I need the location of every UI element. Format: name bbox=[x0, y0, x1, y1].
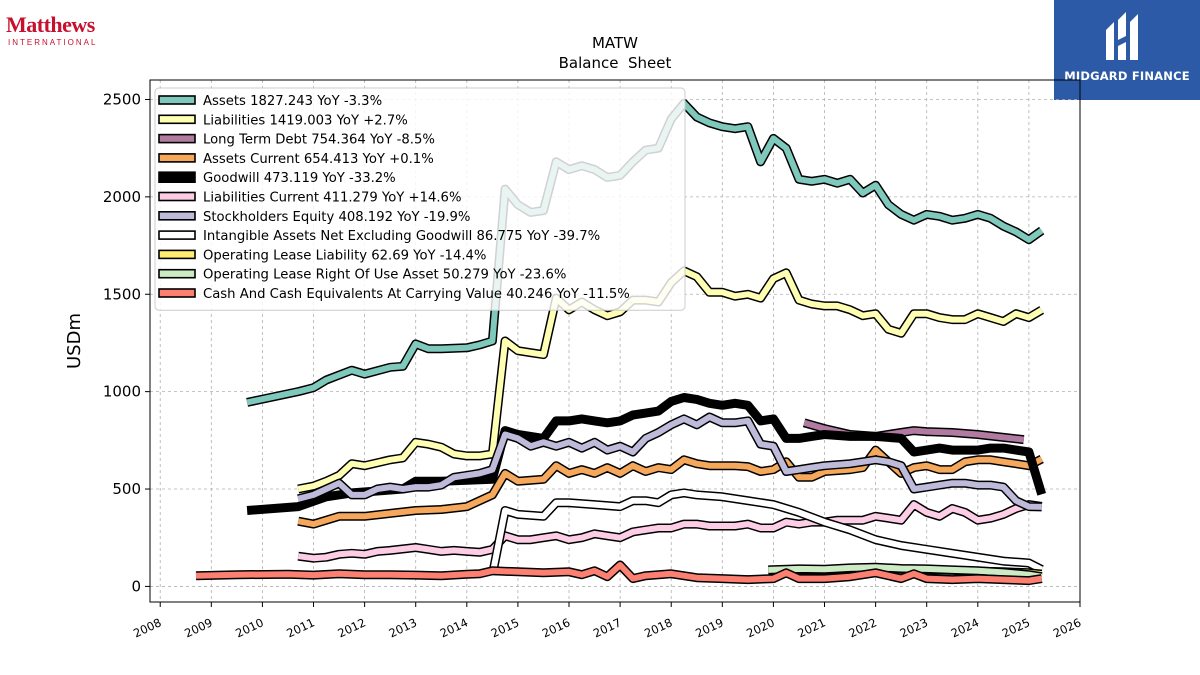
y-tick-label: 0 bbox=[131, 577, 141, 595]
series-line-intangible-assets-net-excluding-goodwill bbox=[489, 489, 1044, 576]
y-tick-label: 1500 bbox=[103, 285, 141, 303]
x-tick-label: 2020 bbox=[744, 615, 776, 640]
legend-label-assets: Assets 1827.243 YoY -3.3% bbox=[203, 94, 382, 109]
series-stockholders-equity bbox=[297, 412, 1042, 512]
x-tick-label: 2010 bbox=[233, 615, 265, 640]
x-tick-label: 2026 bbox=[1051, 615, 1083, 640]
legend-swatch-stockholders-equity bbox=[158, 211, 196, 221]
series-liabilities-current bbox=[297, 500, 1043, 563]
matthews-logo: Matthews INTERNATIONAL bbox=[6, 12, 116, 48]
legend-label-operating-lease-liability: Operating Lease Liability 62.69 YoY -14.… bbox=[203, 248, 486, 263]
legend-swatch-goodwill bbox=[158, 171, 196, 183]
x-tick-label: 2014 bbox=[438, 615, 470, 640]
midgard-mark-icon bbox=[1106, 12, 1138, 60]
legend-swatch-long-term-debt bbox=[158, 133, 196, 144]
legend-swatch-liabilities bbox=[158, 114, 196, 125]
x-tick-label: 2013 bbox=[387, 615, 419, 640]
x-tick-label: 2011 bbox=[284, 615, 316, 640]
matthews-logo-subtext: INTERNATIONAL bbox=[8, 38, 98, 47]
legend-label-liabilities: Liabilities 1419.003 YoY +2.7% bbox=[203, 113, 408, 128]
series-line-stockholders-equity bbox=[297, 414, 1042, 510]
y-tick-label: 500 bbox=[112, 480, 141, 498]
midgard-logo-text: MIDGARD FINANCE bbox=[1064, 69, 1190, 83]
x-tick-label: 2018 bbox=[642, 615, 674, 640]
x-tick-label: 2017 bbox=[591, 615, 623, 640]
matthews-logo-text: Matthews bbox=[6, 12, 95, 37]
legend-swatch-cash-and-cash-equivalents-at-carrying-value bbox=[158, 288, 196, 298]
x-tick-label: 2016 bbox=[540, 615, 572, 640]
y-tick-label: 1000 bbox=[103, 383, 141, 401]
series-line-liabilities-current bbox=[297, 501, 1043, 562]
x-tick-label: 2025 bbox=[1000, 615, 1032, 640]
x-tick-label: 2008 bbox=[131, 615, 163, 640]
legend-swatch-operating-lease-liability bbox=[158, 249, 196, 260]
series-intangible-assets-net-excluding-goodwill bbox=[487, 488, 1044, 576]
x-tick-label: 2019 bbox=[693, 615, 725, 640]
x-tick-label: 2015 bbox=[489, 615, 521, 640]
legend-label-stockholders-equity: Stockholders Equity 408.192 YoY -19.9% bbox=[203, 210, 470, 225]
legend-label-operating-lease-right-of-use-asset: Operating Lease Right Of Use Asset 50.27… bbox=[203, 268, 566, 283]
legend-swatch-assets-current bbox=[158, 153, 196, 163]
midgard-finance-logo: MIDGARD FINANCE bbox=[1054, 0, 1200, 100]
legend-label-intangible-assets-net-excluding-goodwill: Intangible Assets Net Excluding Goodwill… bbox=[203, 229, 600, 244]
x-tick-label: 2012 bbox=[335, 615, 367, 640]
chart-subtitle: Balance Sheet bbox=[559, 54, 672, 72]
series-assets-current bbox=[297, 445, 1044, 529]
legend-label-long-term-debt: Long Term Debt 754.364 YoY -8.5% bbox=[203, 133, 435, 148]
legend-label-assets-current: Assets Current 654.413 YoY +0.1% bbox=[203, 152, 434, 167]
y-tick-label: 2000 bbox=[103, 188, 141, 206]
legend-box bbox=[154, 87, 686, 311]
series-line-goodwill bbox=[246, 393, 1047, 515]
legend-label-liabilities-current: Liabilities Current 411.279 YoY +14.6% bbox=[203, 191, 461, 206]
y-tick-label: 2500 bbox=[103, 90, 141, 108]
series-cash-and-cash-equivalents-at-carrying-value bbox=[195, 560, 1043, 586]
x-tick-label: 2021 bbox=[795, 615, 827, 640]
series-line-cash-and-cash-equivalents-at-carrying-value bbox=[195, 562, 1043, 584]
series-line-assets-current bbox=[297, 447, 1044, 528]
x-tick-label: 2023 bbox=[898, 615, 930, 640]
legend-swatch-liabilities-current bbox=[158, 191, 196, 202]
legend-swatch-intangible-assets-net-excluding-goodwill bbox=[158, 230, 196, 240]
legend-label-cash-and-cash-equivalents-at-carrying-value: Cash And Cash Equivalents At Carrying Va… bbox=[203, 287, 630, 302]
x-tick-label: 2009 bbox=[182, 615, 214, 640]
y-axis-label: USDm bbox=[64, 313, 85, 369]
x-tick-label: 2022 bbox=[846, 615, 878, 640]
legend-label-goodwill: Goodwill 473.119 YoY -33.2% bbox=[203, 171, 396, 186]
series-line-operating-lease-right-of-use-asset bbox=[768, 564, 1043, 580]
series-operating-lease-right-of-use-asset bbox=[768, 562, 1043, 582]
series-goodwill bbox=[246, 393, 1047, 515]
x-tick-label: 2024 bbox=[949, 615, 981, 640]
plot-frame bbox=[149, 79, 1081, 603]
legend-swatch-assets bbox=[158, 95, 196, 105]
chart-title: MATW bbox=[592, 34, 638, 52]
legend-swatch-operating-lease-right-of-use-asset bbox=[158, 268, 196, 279]
